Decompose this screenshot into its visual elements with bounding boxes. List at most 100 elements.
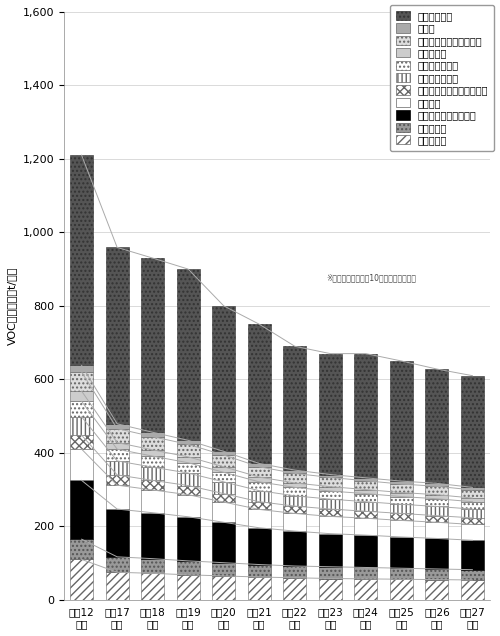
Bar bbox=[212, 502, 236, 522]
Bar bbox=[248, 565, 271, 577]
Bar bbox=[141, 437, 164, 450]
Bar bbox=[461, 525, 484, 541]
Bar bbox=[106, 475, 128, 485]
Bar bbox=[106, 572, 128, 600]
Bar bbox=[176, 485, 200, 495]
Bar bbox=[354, 490, 378, 494]
Bar bbox=[248, 502, 271, 509]
Bar bbox=[354, 579, 378, 600]
Bar bbox=[248, 467, 271, 477]
Bar bbox=[248, 477, 271, 482]
Bar bbox=[70, 372, 93, 391]
Bar bbox=[319, 516, 342, 534]
Bar bbox=[176, 561, 200, 575]
Bar bbox=[283, 483, 306, 487]
Bar bbox=[106, 509, 128, 557]
Bar bbox=[461, 518, 484, 525]
Bar bbox=[390, 484, 413, 492]
Bar bbox=[176, 495, 200, 517]
Bar bbox=[319, 567, 342, 579]
Bar bbox=[354, 518, 378, 535]
Bar bbox=[319, 487, 342, 491]
Bar bbox=[390, 497, 413, 504]
Bar bbox=[176, 269, 200, 440]
Bar bbox=[283, 496, 306, 506]
Bar bbox=[141, 432, 164, 437]
Bar bbox=[248, 324, 271, 464]
Bar bbox=[141, 467, 164, 480]
Bar bbox=[70, 391, 93, 401]
Bar bbox=[283, 513, 306, 531]
Bar bbox=[176, 575, 200, 600]
Bar bbox=[248, 464, 271, 467]
Bar bbox=[283, 531, 306, 566]
Bar bbox=[390, 579, 413, 600]
Bar bbox=[426, 495, 448, 499]
Bar bbox=[212, 482, 236, 494]
Bar bbox=[354, 478, 378, 481]
Bar bbox=[283, 566, 306, 577]
Bar bbox=[141, 456, 164, 467]
Bar bbox=[212, 576, 236, 600]
Bar bbox=[70, 155, 93, 365]
Bar bbox=[212, 455, 236, 467]
Bar bbox=[461, 487, 484, 490]
Bar bbox=[319, 509, 342, 516]
Bar bbox=[70, 560, 93, 600]
Bar bbox=[70, 401, 93, 417]
Bar bbox=[354, 511, 378, 518]
Bar bbox=[390, 537, 413, 568]
Bar bbox=[283, 577, 306, 600]
Bar bbox=[176, 440, 200, 445]
Bar bbox=[283, 506, 306, 513]
Bar bbox=[461, 570, 484, 580]
Bar bbox=[141, 574, 164, 600]
Bar bbox=[390, 520, 413, 537]
Bar bbox=[426, 483, 448, 487]
Bar bbox=[106, 485, 128, 509]
Bar bbox=[212, 306, 236, 452]
Bar bbox=[426, 516, 448, 522]
Bar bbox=[319, 478, 342, 487]
Bar bbox=[106, 449, 128, 461]
Bar bbox=[390, 481, 413, 484]
Bar bbox=[141, 558, 164, 574]
Text: ※排出量の多い順に10番目まで個別表記: ※排出量の多い順に10番目まで個別表記 bbox=[326, 273, 416, 282]
Bar bbox=[212, 494, 236, 502]
Bar bbox=[390, 492, 413, 497]
Bar bbox=[70, 480, 93, 539]
Bar bbox=[426, 369, 448, 483]
Bar bbox=[212, 473, 236, 482]
Bar bbox=[283, 470, 306, 473]
Bar bbox=[283, 346, 306, 470]
Bar bbox=[354, 494, 378, 502]
Bar bbox=[461, 376, 484, 487]
Bar bbox=[70, 539, 93, 560]
Bar bbox=[212, 467, 236, 473]
Bar bbox=[426, 539, 448, 569]
Bar bbox=[390, 504, 413, 513]
Bar bbox=[176, 463, 200, 473]
Bar bbox=[106, 247, 128, 424]
Bar bbox=[106, 557, 128, 572]
Bar bbox=[319, 534, 342, 567]
Bar bbox=[426, 487, 448, 495]
Bar bbox=[426, 569, 448, 579]
Bar bbox=[248, 509, 271, 528]
Bar bbox=[426, 506, 448, 516]
Bar bbox=[283, 473, 306, 483]
Bar bbox=[141, 258, 164, 432]
Bar bbox=[106, 461, 128, 475]
Bar bbox=[212, 522, 236, 563]
Bar bbox=[319, 354, 342, 474]
Bar bbox=[461, 502, 484, 509]
Bar bbox=[461, 490, 484, 498]
Legend: その他の業種, 洗濯業, プラスチック製品製造業, 土木工事業, 金属製品製造業, 印刷・同関連業, 石油製品・石炭製品製造業, 化学工業, 輸送用機械器具製造: その他の業種, 洗濯業, プラスチック製品製造業, 土木工事業, 金属製品製造業… bbox=[390, 5, 494, 151]
Bar bbox=[141, 450, 164, 456]
Bar bbox=[390, 568, 413, 579]
Bar bbox=[106, 429, 128, 443]
Bar bbox=[212, 452, 236, 455]
Bar bbox=[176, 445, 200, 457]
Y-axis label: VOC排出量（千t/年）: VOC排出量（千t/年） bbox=[7, 266, 17, 345]
Bar bbox=[248, 491, 271, 502]
